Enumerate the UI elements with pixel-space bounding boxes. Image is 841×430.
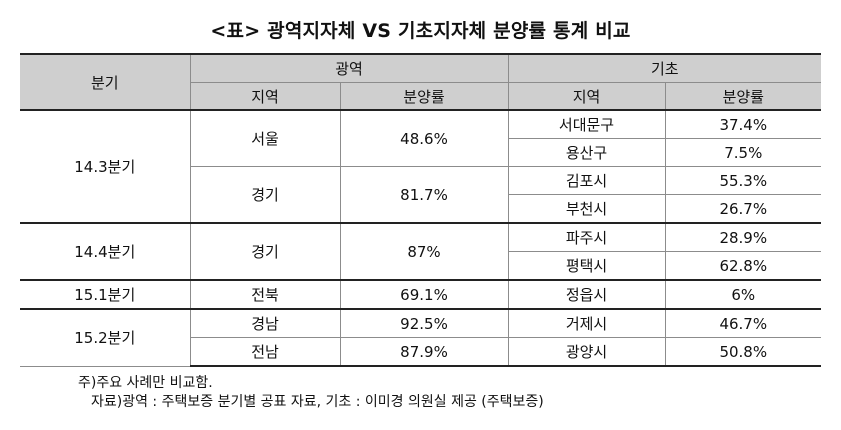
table-row: 15.1분기 전북 69.1% 정읍시 6% <box>20 279 822 310</box>
basic-region-cell: 정읍시 <box>507 279 666 310</box>
basic-region-cell: 부천시 <box>508 194 666 224</box>
metro-region-cell: 전남 <box>190 337 341 367</box>
table-row: 14.3분기 서울 48.6% 서대문구 37.4% <box>20 109 822 224</box>
basic-rate-cell: 28.9% <box>664 222 822 252</box>
quarter-cell: 14.3분기 <box>20 109 191 224</box>
quarter-cell: 15.1분기 <box>20 279 191 310</box>
header-basic: 기초 <box>507 53 822 83</box>
comparison-table: 분기 광역 기초 지역 분양률 지역 분양률 14.3분기 서울 48.6% 서… <box>20 53 822 367</box>
basic-rate-cell: 55.3% <box>664 166 822 195</box>
metro-rate-cell: 87.9% <box>339 337 509 367</box>
basic-region-cell: 파주시 <box>507 222 666 252</box>
metro-region-cell: 전북 <box>189 279 341 310</box>
basic-rate-cell: 50.8% <box>664 337 822 367</box>
basic-region-cell: 거제시 <box>507 308 666 338</box>
metro-rate-cell: 92.5% <box>339 308 509 338</box>
metro-region-cell: 경남 <box>189 308 341 338</box>
metro-region-cell: 경기 <box>189 222 341 281</box>
metro-rate-cell: 48.6% <box>339 109 509 167</box>
header-basic-rate: 분양률 <box>664 82 822 111</box>
header-metro-rate: 분양률 <box>339 82 509 111</box>
basic-rate-cell: 6% <box>664 279 822 310</box>
header-metro: 광역 <box>189 53 509 83</box>
table-row: 14.4분기 경기 87% 파주시 28.9% <box>20 222 822 281</box>
table-row: 전남 87.9% 광양시 50.8% <box>20 337 822 367</box>
footnotes: 주)주요 사례만 비교함. 자료)광역 : 주택보증 분기별 공표 자료, 기초… <box>78 374 544 412</box>
header-metro-region: 지역 <box>190 82 341 111</box>
metro-rate-cell: 81.7% <box>339 166 509 224</box>
basic-rate-cell: 26.7% <box>664 194 822 224</box>
basic-region-cell: 서대문구 <box>507 109 666 139</box>
basic-region-cell: 평택시 <box>508 251 666 281</box>
metro-region-cell: 경기 <box>190 166 341 224</box>
table-row: 용산구 7.5% <box>20 138 822 167</box>
table-row: 경기 81.7% 김포시 55.3% <box>20 166 822 224</box>
basic-rate-cell: 62.8% <box>664 251 822 281</box>
basic-rate-cell: 46.7% <box>664 308 822 338</box>
basic-region-cell: 김포시 <box>507 166 666 195</box>
metro-region-cell: 서울 <box>189 109 341 167</box>
quarter-cell: 14.4분기 <box>20 222 191 281</box>
header-quarter: 분기 <box>20 53 191 111</box>
metro-rate-cell: 69.1% <box>339 279 509 310</box>
footnote-note: 주)주요 사례만 비교함. <box>78 375 213 391</box>
quarter-cell: 15.2분기 <box>20 308 191 367</box>
metro-rate-cell: 87% <box>339 222 509 281</box>
table-title: <표> 광역지자체 VS 기초지자체 분양률 통계 비교 <box>210 20 631 42</box>
footnote-source: 자료)광역 : 주택보증 분기별 공표 자료, 기초 : 이미경 의원실 제공 … <box>91 394 544 410</box>
basic-rate-cell: 37.4% <box>664 109 822 139</box>
table-row: 15.2분기 경남 92.5% 거제시 46.7% <box>20 308 822 367</box>
basic-region-cell: 용산구 <box>508 138 666 167</box>
header-basic-region: 지역 <box>507 82 666 111</box>
basic-rate-cell: 7.5% <box>664 138 822 167</box>
basic-region-cell: 광양시 <box>507 337 666 367</box>
